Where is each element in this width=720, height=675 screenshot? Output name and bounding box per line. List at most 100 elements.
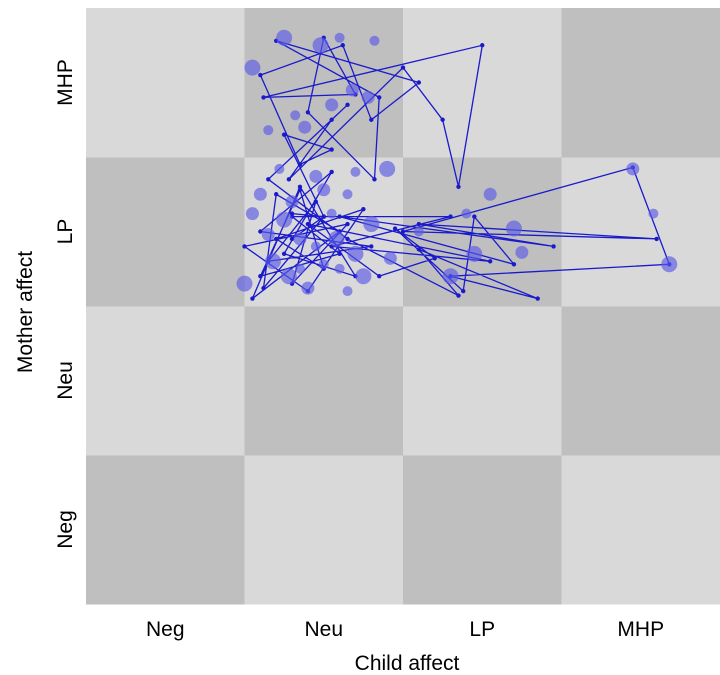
trajectory-point — [329, 169, 334, 175]
state-node — [461, 208, 472, 219]
trajectory-point — [456, 184, 461, 189]
x-tick-lp: LP — [469, 618, 495, 641]
trajectory-point — [654, 236, 659, 242]
trajectory-point — [535, 296, 540, 301]
trajectory-nodes — [236, 29, 678, 297]
state-node — [626, 162, 640, 176]
y-tick-mhp: MHP — [54, 59, 77, 106]
state-node — [326, 208, 337, 219]
y-tick-neg: Neg — [54, 510, 77, 549]
state-node — [361, 90, 375, 104]
grid-cell-neg-neu — [86, 306, 245, 456]
state-node — [276, 29, 293, 46]
trajectory-point — [305, 110, 311, 115]
state-node — [318, 259, 329, 270]
state-node — [661, 256, 678, 273]
state-node — [236, 275, 253, 292]
trajectory-point — [321, 214, 326, 219]
trajectory-point — [461, 288, 466, 294]
trajectory-point — [345, 236, 350, 242]
grid-cell-mhp-lp — [561, 157, 720, 307]
trajectory-point — [329, 147, 334, 152]
trajectory-point — [416, 80, 422, 85]
state-node — [301, 281, 315, 295]
state-node — [285, 195, 299, 209]
trajectory-point — [258, 72, 263, 78]
trajectory-point — [258, 274, 263, 279]
trajectory-point — [297, 187, 303, 192]
state-node — [355, 268, 372, 285]
trajectory-point — [266, 177, 271, 182]
y-tick-neu: Neu — [54, 361, 77, 400]
y-tick-lp: LP — [54, 219, 77, 245]
state-node — [483, 187, 497, 201]
x-tick-neu: Neu — [304, 618, 343, 641]
state-node — [290, 110, 301, 121]
state-node — [379, 160, 396, 177]
x-tick-mhp: MHP — [617, 618, 664, 641]
grid-cell-mhp-neu — [561, 306, 720, 456]
trajectory-point — [250, 296, 255, 301]
trajectory-point — [274, 192, 279, 197]
trajectory-point — [274, 236, 279, 242]
trajectory-point — [440, 117, 445, 122]
grid-cell-neg-mhp — [86, 8, 245, 158]
trajectory-point — [377, 274, 382, 279]
grid-cell-mhp-mhp — [561, 8, 720, 158]
trajectory-point — [511, 262, 517, 267]
trajectory-point — [286, 177, 292, 182]
state-node — [294, 263, 305, 274]
trajectory-point — [448, 214, 453, 219]
trajectory-point — [416, 247, 422, 252]
trajectory-point — [551, 244, 556, 249]
state-node — [505, 220, 522, 237]
trajectory-point — [400, 229, 406, 234]
trajectory-point — [487, 259, 493, 264]
state-node — [276, 211, 293, 228]
trajectory-point — [313, 199, 319, 204]
trajectory-point — [242, 244, 247, 249]
trajectory-point — [261, 285, 266, 291]
grid-cell-neg-lp — [86, 157, 245, 307]
trajectory-point — [261, 95, 266, 100]
grid-cell-neg-neg — [86, 455, 245, 605]
state-node — [309, 169, 323, 183]
state-node — [265, 253, 282, 270]
grid-cell-neu-neu — [244, 306, 404, 456]
x-tick-neg: Neg — [146, 618, 185, 641]
trajectory-point — [281, 251, 287, 257]
grid-cells — [86, 8, 720, 605]
state-node — [363, 216, 380, 233]
trajectory-point — [392, 226, 398, 231]
grid-cell-lp-mhp — [403, 8, 562, 158]
grid-cell-lp-neu — [403, 306, 562, 456]
state-node — [466, 245, 483, 262]
grid-cell-mhp-neg — [561, 455, 720, 605]
state-node — [253, 187, 267, 201]
trajectory-point — [432, 256, 437, 261]
grid-cell-neu-neg — [244, 455, 404, 605]
state-node — [245, 207, 259, 221]
trajectory-point — [337, 251, 342, 257]
state-node — [298, 120, 312, 134]
state-node — [413, 226, 424, 237]
state-node — [263, 125, 274, 136]
state-node — [310, 241, 321, 252]
state-node — [383, 251, 397, 265]
trajectory-point — [340, 43, 345, 48]
trajectory-point — [377, 95, 382, 100]
state-node — [328, 230, 345, 247]
state-node — [442, 268, 459, 285]
trajectory-point — [456, 293, 461, 298]
trajectory-point — [372, 177, 377, 182]
state-node — [280, 268, 297, 285]
trajectory-point — [289, 236, 295, 242]
y-axis-label: Mother affect — [14, 251, 37, 373]
x-tick-labels: Neg Neu LP MHP — [146, 618, 664, 641]
trajectory-point — [337, 214, 342, 219]
state-node — [261, 227, 275, 241]
state-node — [342, 286, 353, 297]
trajectory-point — [480, 43, 485, 48]
state-node — [347, 245, 364, 262]
